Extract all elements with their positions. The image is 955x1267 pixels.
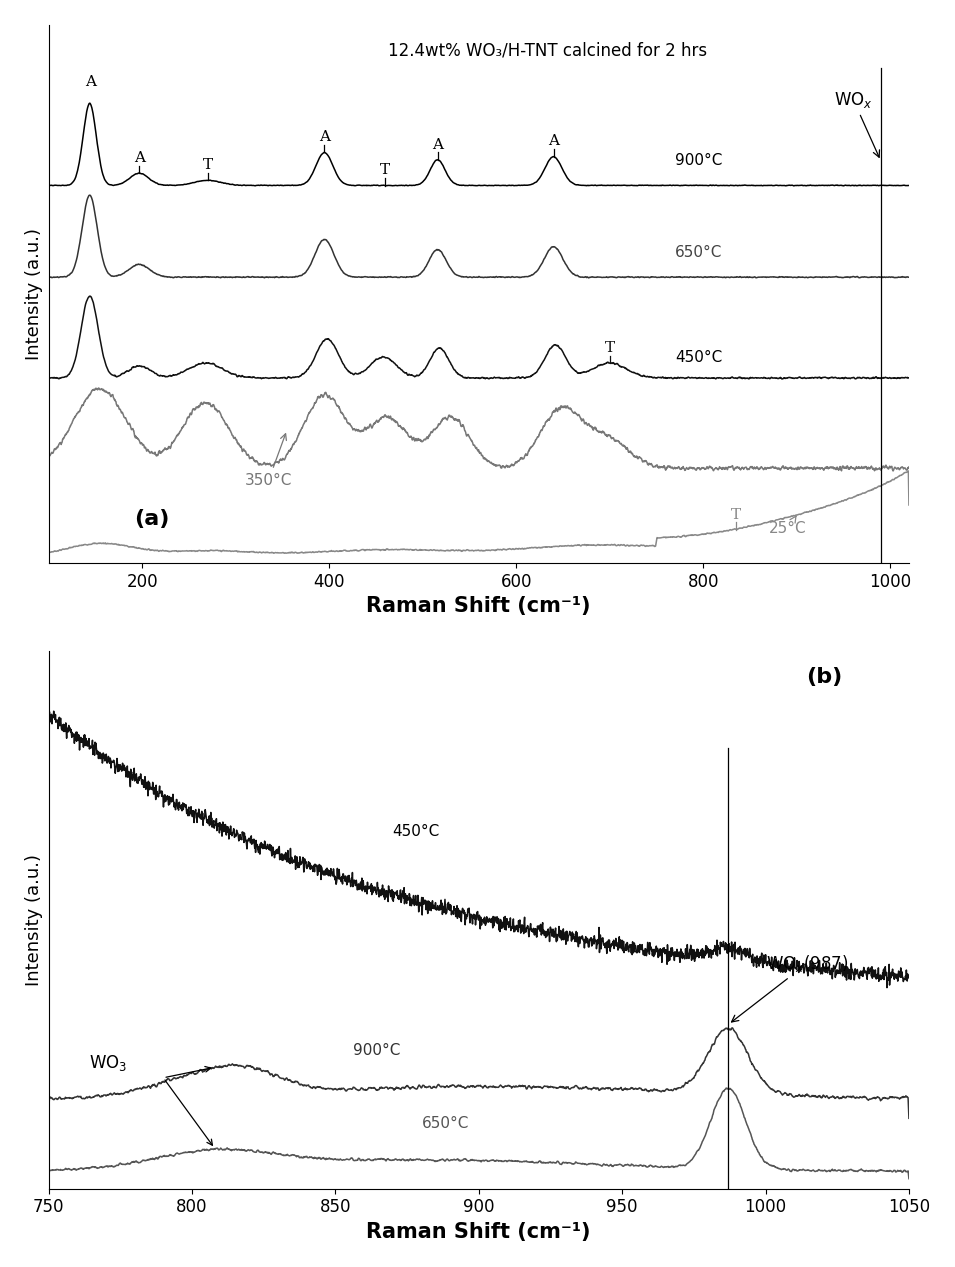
Y-axis label: Intensity (a.u.): Intensity (a.u.) bbox=[25, 854, 43, 986]
Text: 25°C: 25°C bbox=[769, 516, 806, 536]
Text: T: T bbox=[731, 508, 741, 522]
Text: A: A bbox=[432, 138, 443, 152]
Y-axis label: Intensity (a.u.): Intensity (a.u.) bbox=[25, 228, 43, 360]
Text: A: A bbox=[319, 131, 329, 144]
Text: WO$_x$(987): WO$_x$(987) bbox=[732, 953, 848, 1022]
X-axis label: Raman Shift (cm⁻¹): Raman Shift (cm⁻¹) bbox=[367, 1221, 591, 1242]
Text: 450°C: 450°C bbox=[393, 824, 440, 839]
Text: (a): (a) bbox=[135, 509, 170, 530]
Text: A: A bbox=[134, 151, 145, 165]
Text: (b): (b) bbox=[806, 666, 842, 687]
Text: 900°C: 900°C bbox=[352, 1043, 400, 1058]
Text: 650°C: 650°C bbox=[675, 245, 723, 260]
Text: T: T bbox=[380, 163, 391, 177]
Text: 350°C: 350°C bbox=[244, 433, 292, 488]
Text: WO$_x$: WO$_x$ bbox=[834, 90, 880, 157]
Text: 12.4wt% WO₃/H-TNT calcined for 2 hrs: 12.4wt% WO₃/H-TNT calcined for 2 hrs bbox=[388, 41, 707, 60]
Text: A: A bbox=[85, 76, 96, 90]
Text: 450°C: 450°C bbox=[675, 351, 722, 365]
X-axis label: Raman Shift (cm⁻¹): Raman Shift (cm⁻¹) bbox=[367, 597, 591, 616]
Text: T: T bbox=[202, 158, 213, 172]
Text: T: T bbox=[605, 341, 615, 355]
Text: A: A bbox=[548, 134, 559, 148]
Text: 650°C: 650°C bbox=[421, 1116, 469, 1131]
Text: 900°C: 900°C bbox=[675, 153, 723, 169]
Text: WO$_3$: WO$_3$ bbox=[89, 1053, 127, 1073]
